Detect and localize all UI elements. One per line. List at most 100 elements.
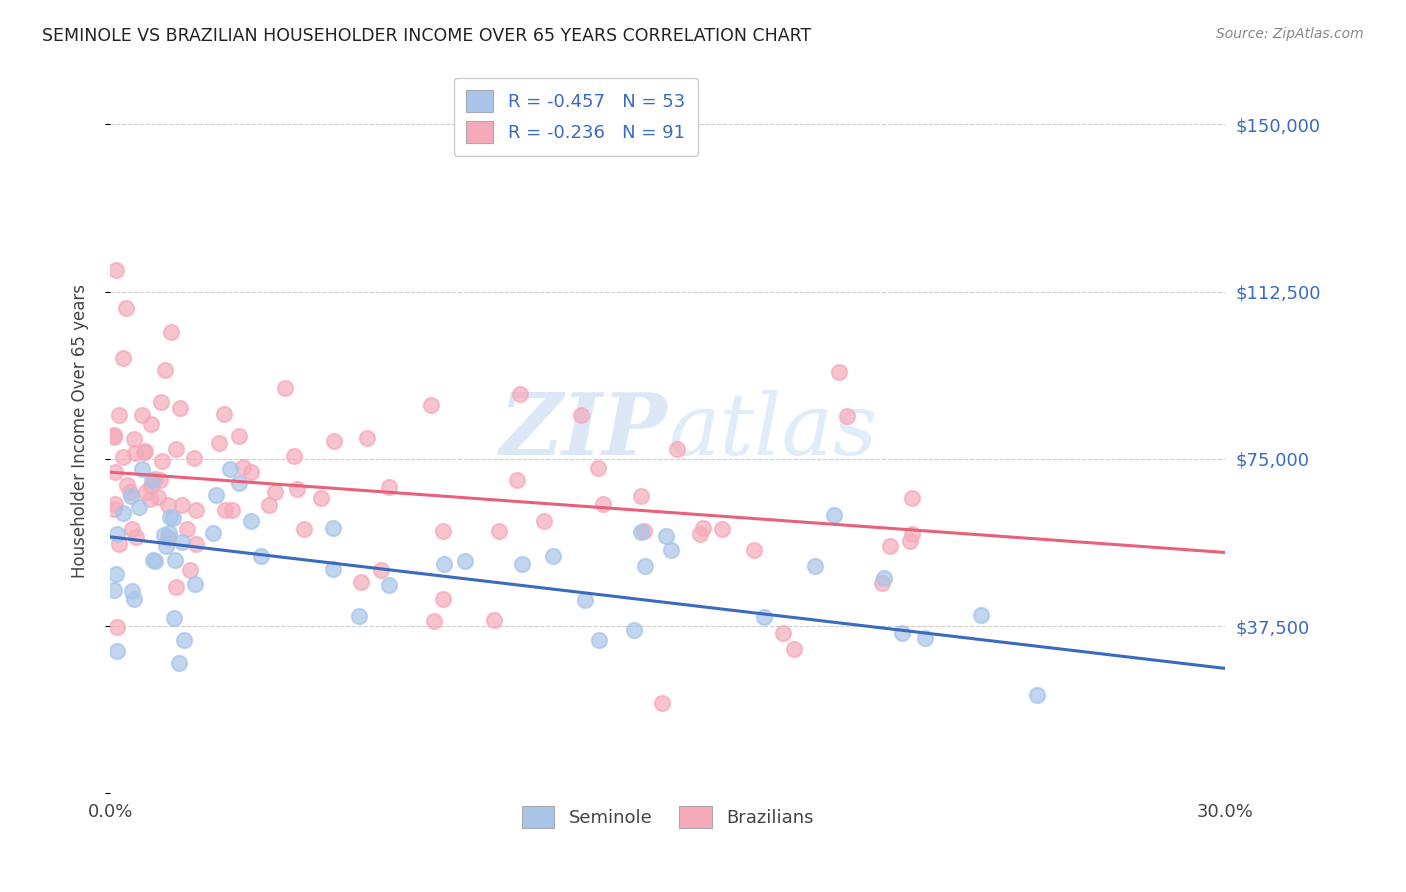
Text: Source: ZipAtlas.com: Source: ZipAtlas.com — [1216, 27, 1364, 41]
Seminole — [121, 583, 143, 598]
Brazilians — [432, 592, 454, 607]
Seminole — [250, 549, 273, 564]
Brazilians — [139, 417, 162, 431]
Brazilians — [105, 262, 128, 277]
Brazilians — [176, 522, 198, 536]
Brazilians — [263, 484, 285, 499]
Seminole — [120, 489, 142, 503]
Brazilians — [228, 429, 250, 443]
Seminole — [142, 552, 165, 566]
Seminole — [163, 610, 186, 624]
Seminole — [630, 525, 652, 540]
Seminole — [1026, 688, 1049, 702]
Seminole — [661, 543, 683, 558]
Seminole — [141, 474, 163, 488]
Brazilians — [186, 502, 208, 516]
Brazilians — [155, 363, 177, 377]
Seminole — [914, 631, 936, 645]
Seminole — [112, 507, 135, 521]
Brazilians — [105, 620, 128, 634]
Brazilians — [533, 514, 555, 528]
Seminole — [754, 609, 776, 624]
Brazilians — [165, 580, 187, 594]
Seminole — [574, 593, 596, 607]
Brazilians — [159, 325, 181, 339]
Brazilians — [103, 428, 125, 442]
Seminole — [347, 609, 370, 624]
Seminole — [823, 508, 845, 522]
Brazilians — [633, 524, 655, 538]
Brazilians — [183, 451, 205, 466]
Brazilians — [165, 442, 187, 457]
Brazilians — [665, 442, 688, 456]
Brazilians — [115, 301, 138, 316]
Brazilians — [240, 466, 263, 480]
Seminole — [107, 644, 129, 658]
Brazilians — [120, 484, 142, 499]
Seminole — [623, 624, 645, 638]
Seminole — [201, 525, 224, 540]
Seminole — [152, 527, 174, 541]
Seminole — [322, 562, 344, 576]
Seminole — [124, 592, 146, 607]
Seminole — [204, 488, 226, 502]
Brazilians — [108, 537, 131, 551]
Brazilians — [104, 465, 127, 479]
Brazilians — [125, 530, 148, 544]
Seminole — [103, 583, 125, 598]
Brazilians — [121, 522, 143, 536]
Brazilians — [482, 613, 505, 627]
Text: SEMINOLE VS BRAZILIAN HOUSEHOLDER INCOME OVER 65 YEARS CORRELATION CHART: SEMINOLE VS BRAZILIAN HOUSEHOLDER INCOME… — [42, 27, 811, 45]
Y-axis label: Householder Income Over 65 years: Householder Income Over 65 years — [72, 284, 89, 578]
Seminole — [155, 539, 177, 553]
Brazilians — [186, 537, 208, 551]
Seminole — [163, 553, 186, 567]
Seminole — [510, 558, 533, 572]
Brazilians — [432, 524, 454, 538]
Brazilians — [356, 431, 378, 445]
Brazilians — [898, 534, 921, 549]
Brazilians — [901, 491, 924, 505]
Brazilians — [112, 450, 135, 464]
Brazilians — [103, 430, 125, 444]
Brazilians — [214, 503, 236, 517]
Brazilians — [309, 491, 332, 506]
Brazilians — [157, 531, 180, 545]
Brazilians — [506, 474, 529, 488]
Seminole — [173, 633, 195, 648]
Brazilians — [259, 498, 281, 512]
Brazilians — [139, 478, 162, 492]
Brazilians — [274, 381, 297, 395]
Brazilians — [900, 527, 922, 541]
Brazilians — [377, 480, 399, 494]
Seminole — [184, 577, 207, 591]
Brazilians — [569, 409, 592, 423]
Brazilians — [111, 351, 134, 366]
Seminole — [105, 527, 128, 541]
Brazilians — [370, 563, 392, 577]
Brazilians — [232, 460, 254, 475]
Seminole — [228, 476, 250, 491]
Brazilians — [742, 543, 765, 558]
Legend: Seminole, Brazilians: Seminole, Brazilians — [515, 798, 821, 835]
Seminole — [128, 500, 150, 514]
Brazilians — [711, 522, 734, 536]
Seminole — [873, 571, 896, 585]
Seminole — [162, 511, 184, 525]
Brazilians — [879, 539, 901, 553]
Seminole — [218, 462, 240, 476]
Brazilians — [143, 472, 166, 486]
Brazilians — [285, 482, 308, 496]
Brazilians — [292, 523, 315, 537]
Brazilians — [422, 614, 444, 628]
Seminole — [239, 514, 262, 528]
Seminole — [143, 553, 166, 567]
Brazilians — [103, 501, 125, 516]
Seminole — [105, 566, 128, 581]
Brazilians — [323, 434, 346, 449]
Brazilians — [772, 626, 794, 640]
Brazilians — [124, 433, 146, 447]
Brazilians — [509, 386, 531, 401]
Brazilians — [150, 454, 173, 468]
Seminole — [454, 554, 477, 568]
